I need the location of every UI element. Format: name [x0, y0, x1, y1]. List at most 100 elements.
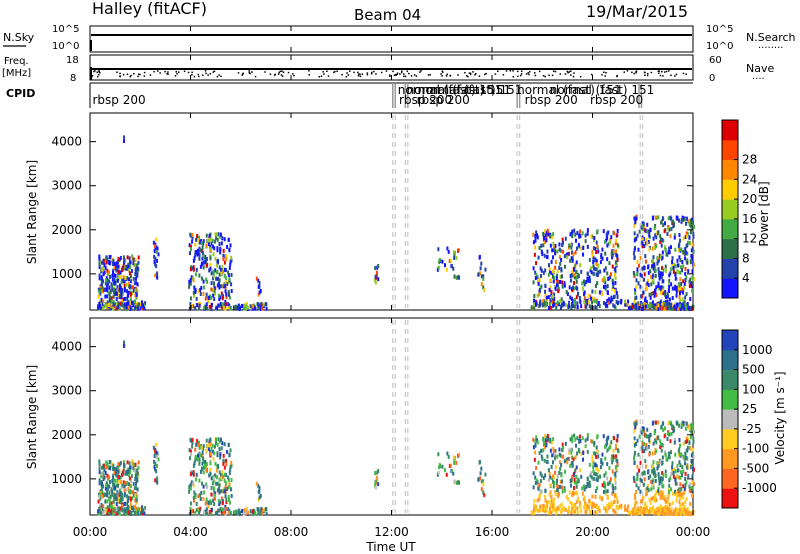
- range-gate-cell: [598, 290, 601, 295]
- range-gate-cell: [135, 304, 138, 309]
- range-gate-cell: [130, 474, 133, 479]
- range-gate-cell: [230, 460, 233, 465]
- x-axis-label: Time UT: [365, 540, 416, 554]
- range-gate-cell: [99, 291, 102, 296]
- range-gate-cell: [200, 241, 203, 246]
- range-gate-cell: [209, 441, 212, 446]
- range-gate-cell: [640, 478, 643, 483]
- range-gate-cell: [685, 292, 688, 297]
- range-gate-cell: [216, 246, 219, 251]
- range-gate-cell: [195, 237, 198, 242]
- range-gate-cell: [583, 487, 586, 492]
- range-gate-cell: [556, 273, 559, 278]
- range-gate-cell: [132, 303, 135, 308]
- range-gate-cell: [657, 286, 660, 291]
- range-gate-cell: [615, 496, 618, 501]
- range-gate-cell: [197, 248, 200, 253]
- range-gate-cell: [218, 490, 221, 495]
- range-gate-cell: [484, 267, 487, 272]
- range-gate-cell: [108, 270, 111, 275]
- range-gate-cell: [692, 425, 695, 430]
- range-gate-cell: [673, 235, 676, 240]
- range-gate-cell: [112, 268, 115, 273]
- range-gate-cell: [205, 277, 208, 282]
- range-gate-cell: [204, 501, 207, 506]
- cpid-label-text: normal (fast) 151: [418, 83, 522, 97]
- range-gate-cell: [230, 463, 233, 468]
- range-gate-cell: [118, 287, 121, 292]
- range-gate-cell: [480, 487, 483, 492]
- colorbar-swatch: [722, 179, 738, 200]
- range-gate-cell: [572, 252, 575, 257]
- range-gate-cell: [653, 226, 656, 231]
- range-gate-cell: [639, 255, 642, 260]
- range-gate-cell: [131, 496, 134, 501]
- range-gate-cell: [117, 475, 120, 480]
- nave-point: [427, 74, 430, 76]
- range-gate-cell: [644, 446, 647, 451]
- range-gate-cell: [98, 494, 101, 499]
- range-gate-cell: [654, 508, 657, 513]
- nave-point: [644, 74, 646, 76]
- range-gate-cell: [615, 238, 618, 243]
- range-gate-cell: [599, 269, 602, 274]
- range-gate-cell: [648, 452, 651, 457]
- range-gate-cell: [212, 271, 215, 276]
- range-gate-cell: [648, 438, 651, 443]
- range-gate-cell: [552, 484, 555, 489]
- range-gate-cell: [581, 286, 584, 291]
- range-gate-cell: [591, 253, 594, 258]
- range-gate-cell: [669, 439, 672, 444]
- range-gate-cell: [595, 240, 598, 245]
- range-gate-cell: [203, 490, 206, 495]
- range-gate-cell: [532, 445, 535, 450]
- range-gate-cell: [243, 508, 246, 513]
- range-gate-cell: [688, 235, 691, 240]
- range-gate-cell: [667, 421, 670, 426]
- range-gate-cell: [111, 287, 114, 292]
- range-gate-cell: [545, 301, 548, 306]
- range-gate-cell: [189, 456, 192, 461]
- range-gate-cell: [650, 487, 653, 492]
- range-gate-cell: [560, 502, 563, 507]
- range-gate-cell: [230, 494, 233, 499]
- range-gate-cell: [115, 511, 118, 516]
- range-gate-cell: [533, 510, 536, 515]
- range-gate-cell: [544, 434, 547, 439]
- range-gate-cell: [262, 507, 265, 512]
- range-gate-cell: [639, 460, 642, 465]
- range-gate-cell: [644, 503, 647, 508]
- range-gate-cell: [155, 454, 158, 459]
- range-gate-cell: [573, 228, 576, 233]
- range-gate-cell: [545, 435, 548, 440]
- range-gate-cell: [108, 490, 111, 495]
- range-gate-cell: [131, 459, 134, 464]
- nave-point: [663, 71, 666, 73]
- range-gate-cell: [438, 258, 441, 263]
- range-gate-cell: [377, 277, 380, 282]
- range-gate-cell: [690, 511, 693, 516]
- range-gate-cell: [634, 425, 637, 430]
- range-gate-cell: [258, 511, 261, 516]
- range-gate-cell: [549, 503, 552, 508]
- range-gate-cell: [692, 242, 695, 247]
- range-gate-cell: [634, 288, 637, 293]
- range-gate-cell: [633, 247, 636, 252]
- range-gate-cell: [226, 486, 229, 491]
- nave-point: [548, 74, 550, 77]
- range-gate-cell: [224, 481, 227, 486]
- range-gate-cell: [592, 476, 595, 481]
- range-gate-cell: [677, 270, 680, 275]
- range-gate-cell: [192, 304, 195, 309]
- range-gate-cell: [595, 305, 598, 310]
- range-gate-cell: [579, 263, 582, 268]
- range-gate-cell: [189, 472, 192, 477]
- range-gate-cell: [101, 465, 104, 470]
- range-gate-cell: [583, 495, 586, 500]
- range-gate-cell: [132, 493, 135, 498]
- range-gate-cell: [134, 493, 137, 498]
- range-gate-cell: [606, 231, 609, 236]
- range-gate-cell: [650, 282, 653, 287]
- range-gate-cell: [480, 274, 483, 279]
